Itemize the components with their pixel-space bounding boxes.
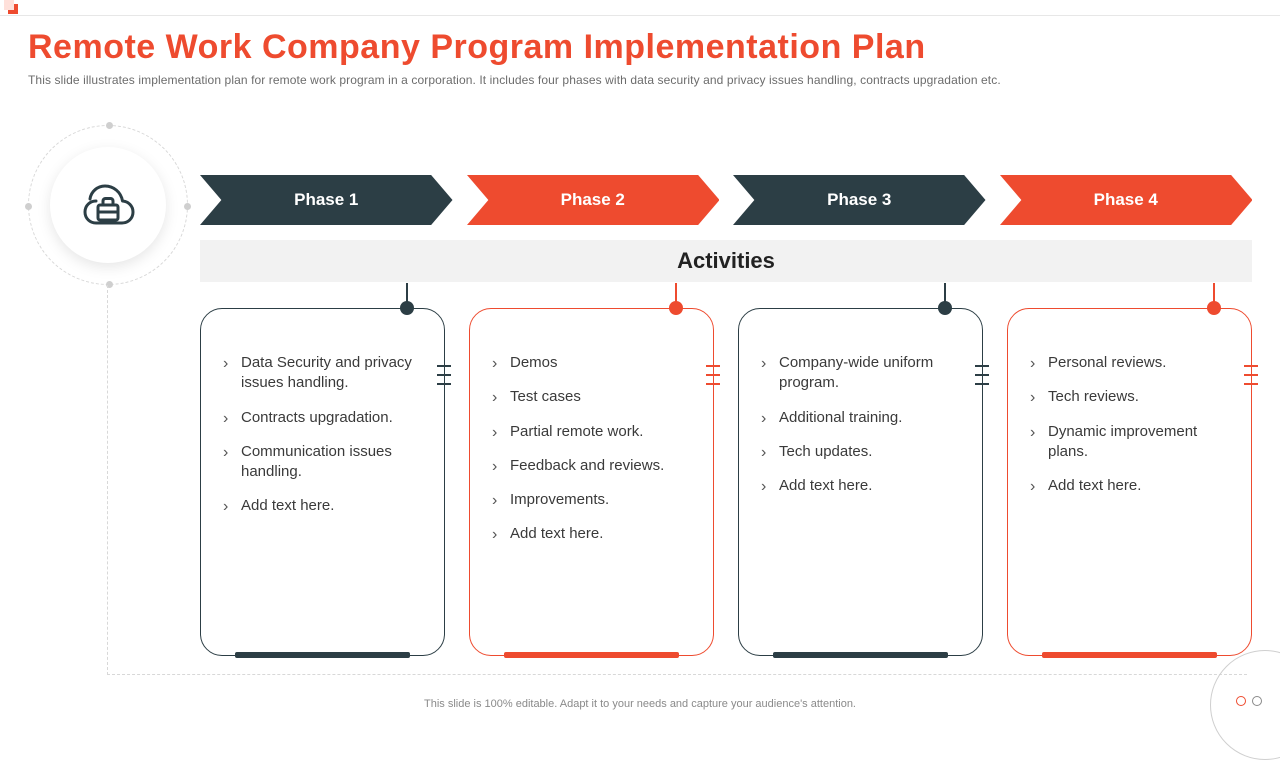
card-bullet: Company-wide uniform program. bbox=[761, 353, 964, 394]
big-circle-decoration bbox=[1210, 650, 1280, 760]
card-bullet: Add text here. bbox=[492, 524, 695, 544]
activity-cards-row: Data Security and privacy issues handlin… bbox=[200, 308, 1252, 656]
phase-label: Phase 2 bbox=[561, 190, 625, 210]
card-bottom-bar bbox=[773, 652, 948, 658]
card-bullet: Add text here. bbox=[1030, 476, 1233, 496]
phase-label: Phase 4 bbox=[1094, 190, 1158, 210]
card-bullet: Contracts upgradation. bbox=[223, 408, 426, 428]
card-bullet: Dynamic improvement plans. bbox=[1030, 422, 1233, 463]
card-bullet-list: Data Security and privacy issues handlin… bbox=[223, 353, 426, 517]
card-handle-icon bbox=[1244, 365, 1258, 385]
cloud-briefcase-icon bbox=[76, 173, 140, 237]
activities-label: Activities bbox=[677, 248, 775, 274]
card-bullet-list: Personal reviews. Tech reviews. Dynamic im… bbox=[1030, 353, 1233, 496]
orbit-dot bbox=[106, 122, 113, 129]
card-bottom-bar bbox=[1042, 652, 1217, 658]
card-handle-icon bbox=[975, 365, 989, 385]
activities-banner: Activities bbox=[200, 240, 1252, 282]
guide-vertical bbox=[107, 285, 108, 675]
card-bullet: Partial remote work. bbox=[492, 422, 695, 442]
hero-icon-wrap bbox=[28, 125, 188, 285]
card-bullet: Communication issues handling. bbox=[223, 442, 426, 483]
corner-accent bbox=[0, 0, 14, 14]
card-bullet: Add text here. bbox=[223, 496, 426, 516]
card-bullet-list: Company-wide uniform program. Additional … bbox=[761, 353, 964, 496]
card-bullet: Tech updates. bbox=[761, 442, 964, 462]
phase-label: Phase 3 bbox=[827, 190, 891, 210]
card-dot bbox=[400, 301, 414, 315]
card-bullet: Additional training. bbox=[761, 408, 964, 428]
page-title: Remote Work Company Program Implementati… bbox=[28, 28, 1252, 67]
card-bottom-bar bbox=[235, 652, 410, 658]
card-bullet: Demos bbox=[492, 353, 695, 373]
phase-chevron-row: Phase 1 Phase 2 Phase 3 Phase 4 bbox=[200, 175, 1252, 225]
activity-card: Data Security and privacy issues handlin… bbox=[200, 308, 445, 656]
card-bullet: Improvements. bbox=[492, 490, 695, 510]
card-dot bbox=[938, 301, 952, 315]
hero-icon-circle bbox=[50, 147, 166, 263]
card-dot bbox=[669, 301, 683, 315]
card-handle-icon bbox=[437, 365, 451, 385]
card-bullet: Test cases bbox=[492, 387, 695, 407]
card-bottom-bar bbox=[504, 652, 679, 658]
card-bullet-list: Demos Test cases Partial remote work. Feedb… bbox=[492, 353, 695, 545]
card-bullet: Add text here. bbox=[761, 476, 964, 496]
page-subtitle: This slide illustrates implementation pl… bbox=[28, 73, 1252, 87]
phase-chevron: Phase 1 bbox=[200, 175, 453, 225]
footer-note: This slide is 100% editable. Adapt it to… bbox=[0, 698, 1280, 710]
card-bullet: Data Security and privacy issues handlin… bbox=[223, 353, 426, 394]
card-handle-icon bbox=[706, 365, 720, 385]
card-bullet: Feedback and reviews. bbox=[492, 456, 695, 476]
phase-chevron: Phase 4 bbox=[1000, 175, 1253, 225]
orbit-dot bbox=[25, 203, 32, 210]
card-bullet: Personal reviews. bbox=[1030, 353, 1233, 373]
card-bullet: Tech reviews. bbox=[1030, 387, 1233, 407]
activity-card: Demos Test cases Partial remote work. Feedb… bbox=[469, 308, 714, 656]
top-rule bbox=[0, 15, 1280, 16]
orbit-dot bbox=[184, 203, 191, 210]
phase-chevron: Phase 3 bbox=[733, 175, 986, 225]
phase-label: Phase 1 bbox=[294, 190, 358, 210]
activity-card: Company-wide uniform program. Additional … bbox=[738, 308, 983, 656]
guide-horizontal bbox=[107, 674, 1247, 675]
phase-chevron: Phase 2 bbox=[467, 175, 720, 225]
card-dot bbox=[1207, 301, 1221, 315]
activity-card: Personal reviews. Tech reviews. Dynamic im… bbox=[1007, 308, 1252, 656]
